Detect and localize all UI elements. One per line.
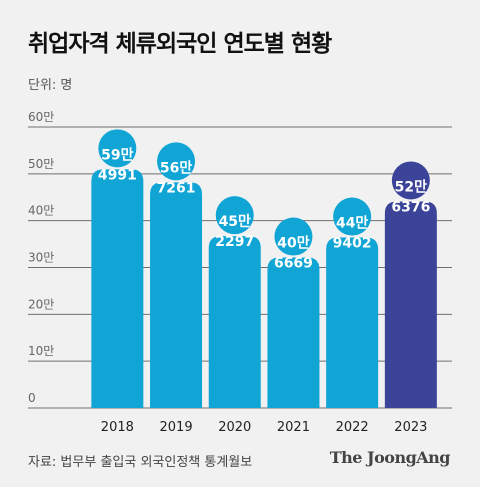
bar-head [157,142,196,181]
data-label: 59만 [101,147,133,163]
bar-2021: 40만 6669 [267,217,320,408]
data-label: 7261 [157,180,196,196]
data-label: 56만 [160,160,192,176]
bar-2023: 52만 6376 [384,161,437,408]
y-tick-label: 20만 [28,297,54,311]
data-label: 4991 [98,167,137,183]
bar-body [208,236,261,408]
x-tick-label: 2021 [277,420,310,435]
x-tick-label: 2020 [218,420,251,435]
data-label: 40만 [277,236,309,252]
x-tick-label: 2018 [101,420,134,435]
data-label: 2297 [215,234,254,250]
bar-2022: 44만 9402 [326,197,379,408]
source-note: 자료: 법무부 출입국 외국인정책 통계월보 [28,455,253,470]
bar-head [391,161,430,200]
bar-head [215,196,254,235]
data-label: 9402 [333,236,372,252]
x-tick-label: 2022 [336,420,369,435]
y-tick-label: 10만 [28,344,54,358]
bar-head [274,217,313,256]
brand-logo: The JoongAng [329,448,451,467]
data-label: 6376 [391,199,430,215]
bar-head [333,197,372,236]
bar-body [150,182,203,408]
bar-body [91,169,144,408]
bar-2020: 45만 2297 [208,196,261,408]
y-tick-label: 40만 [28,204,54,218]
bar-body [384,201,437,408]
y-tick-label: 30만 [28,251,54,265]
bar-2018: 59만 4991 [91,129,144,408]
bar-body [326,237,379,408]
chart-title: 취업자격 체류외국인 연도별 현황 [28,31,332,57]
data-label: 45만 [219,214,251,230]
bar-head [98,129,137,168]
bar-body [267,257,320,408]
bar-2019: 56만 7261 [150,142,203,408]
data-label: 52만 [395,179,427,195]
y-tick-label: 60만 [28,110,54,124]
unit-label: 단위: 명 [28,78,73,93]
x-tick-label: 2019 [160,420,193,435]
y-tick-label: 0 [28,391,36,405]
data-label: 44만 [336,216,368,232]
y-tick-label: 50만 [28,157,54,171]
data-label: 6669 [274,256,313,272]
x-tick-label: 2023 [394,420,427,435]
